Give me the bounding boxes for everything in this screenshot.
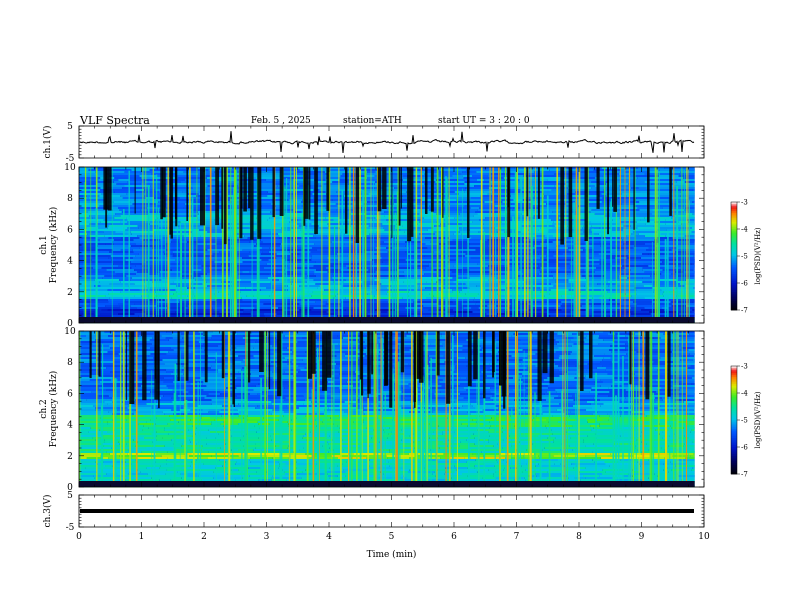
y-tick-label: 8: [67, 194, 73, 204]
colorbar-tick-label: -4: [741, 226, 748, 234]
y-axis-label: Frequency (kHz): [48, 207, 59, 284]
ch1-waveform-line: [79, 131, 695, 154]
x-tick-label: 9: [639, 532, 645, 542]
y-tick-label: 0: [67, 319, 73, 329]
ch1-spectrogram: [79, 167, 695, 324]
y-axis-label: ch.1(V): [42, 126, 53, 159]
chart-title: VLF Spectra: [80, 114, 150, 127]
x-tick-label: 10: [698, 532, 710, 542]
ch2-spectrogram: [79, 331, 695, 488]
colorbar-tick-label: -5: [741, 417, 748, 425]
colorbar-tick-label: -3: [741, 363, 748, 371]
y-axis-label: Frequency (kHz): [48, 371, 59, 448]
start-ut-label: start UT = 3 : 20 : 0: [438, 116, 530, 126]
colorbar-label: log(PSD)(V²/Hz): [754, 391, 762, 448]
colorbar: [730, 201, 740, 311]
colorbar-tick-label: -7: [741, 307, 748, 315]
date-label: Feb. 5 , 2025: [251, 116, 311, 126]
y-tick-label: 0: [67, 483, 73, 493]
y-axis-label: ch.1: [39, 235, 49, 254]
y-tick-label: 4: [67, 257, 73, 267]
colorbar-tick-label: -6: [741, 280, 748, 288]
station-label: station=ATH: [343, 116, 402, 126]
y-tick-label: 8: [67, 358, 73, 368]
y-tick-label: 10: [64, 163, 76, 173]
x-tick-label: 3: [264, 532, 270, 542]
colorbar-label: log(PSD)(V²/Hz): [754, 227, 762, 284]
colorbar-tick-label: -4: [741, 390, 748, 398]
colorbar-tick-label: -7: [741, 471, 748, 479]
x-tick-label: 0: [76, 532, 82, 542]
y-tick-label: 5: [67, 122, 73, 132]
y-tick-label: 2: [67, 288, 73, 298]
colorbar-tick-label: -6: [741, 444, 748, 452]
y-tick-label: 2: [67, 452, 73, 462]
x-tick-label: 8: [576, 532, 582, 542]
colorbar-tick-label: -3: [741, 199, 748, 207]
y-tick-label: 4: [67, 421, 73, 431]
colorbar-tick-label: -5: [741, 253, 748, 261]
y-tick-label: 6: [67, 225, 73, 235]
y-tick-label: 10: [64, 327, 76, 337]
x-tick-label: 4: [326, 532, 332, 542]
y-tick-label: 6: [67, 389, 73, 399]
x-axis-ticks: [78, 167, 705, 323]
y-axis-ticks: [79, 330, 704, 488]
x-tick-label: 5: [389, 532, 395, 542]
colorbar: [730, 365, 740, 475]
y-axis-label: ch.2: [39, 399, 49, 418]
x-tick-label: 1: [139, 532, 145, 542]
x-tick-label: 2: [201, 532, 207, 542]
y-axis-ticks: [79, 166, 704, 324]
y-tick-label: 5: [67, 491, 73, 501]
x-axis-ticks: [78, 331, 705, 487]
y-tick-label: -5: [66, 523, 75, 533]
x-tick-label: 7: [514, 532, 520, 542]
x-axis-ticks: [78, 126, 705, 158]
x-tick-label: 6: [451, 532, 457, 542]
y-tick-label: -5: [66, 154, 75, 164]
x-axis-label: Time (min): [367, 549, 417, 560]
y-axis-label: ch.3(V): [42, 495, 53, 528]
x-axis-ticks: [78, 495, 705, 527]
